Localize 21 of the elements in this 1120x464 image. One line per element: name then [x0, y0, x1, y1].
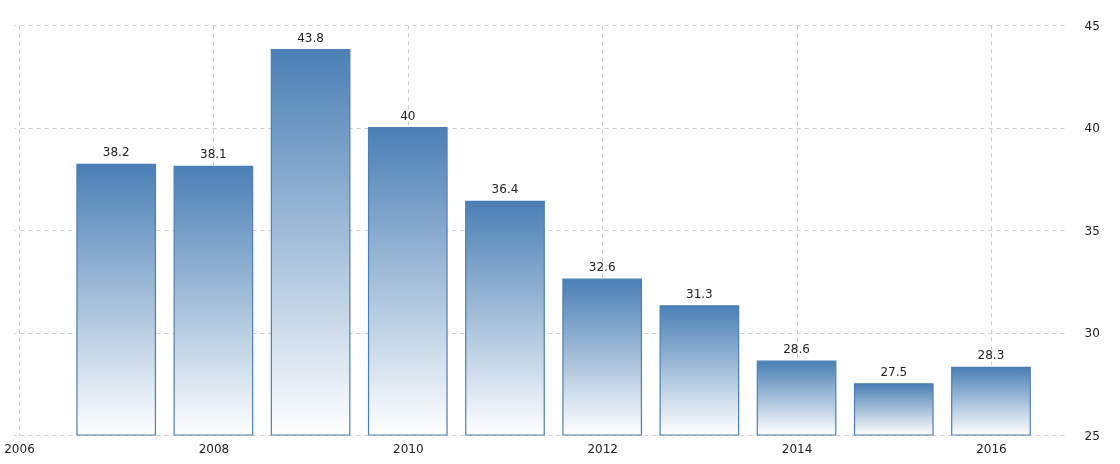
- data-label: 31.3: [686, 286, 713, 301]
- data-label: 43.8: [297, 30, 324, 45]
- data-label: 32.6: [588, 260, 616, 275]
- y-tick-label: 30: [1084, 326, 1100, 340]
- data-label: 40: [400, 108, 416, 123]
- data-label: 38.2: [102, 145, 130, 160]
- data-label: 36.4: [491, 182, 519, 197]
- x-tick-label: 2006: [4, 441, 35, 456]
- y-tick-label: 35: [1084, 223, 1100, 238]
- x-tick-label: 2012: [587, 441, 618, 456]
- data-label: 28.3: [977, 348, 1005, 363]
- data-label: 28.6: [783, 342, 810, 357]
- data-label: 27.5: [880, 364, 908, 379]
- y-tick-label: 40: [1084, 121, 1100, 135]
- x-tick-label: 2008: [198, 441, 230, 456]
- x-tick-label: 2010: [393, 441, 424, 456]
- x-tick-label: 2016: [976, 441, 1007, 456]
- y-tick-label: 45: [1084, 18, 1100, 33]
- x-tick-label: 2014: [781, 441, 813, 456]
- data-label: 38.1: [200, 147, 227, 162]
- y-tick-label: 25: [1084, 428, 1100, 443]
